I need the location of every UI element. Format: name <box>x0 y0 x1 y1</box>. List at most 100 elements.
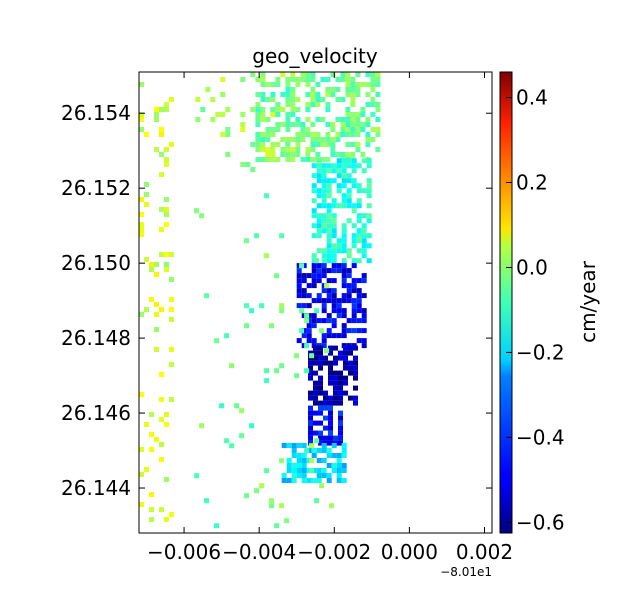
velocity-pixel <box>356 188 362 194</box>
velocity-pixel <box>321 303 327 309</box>
velocity-pixel <box>365 102 371 107</box>
velocity-pixel <box>301 278 307 284</box>
velocity-pixel <box>169 397 174 402</box>
velocity-pixel <box>326 188 332 194</box>
velocity-pixel <box>308 410 313 416</box>
velocity-pixel <box>260 77 266 82</box>
y-tick-label: 26.154 <box>61 101 131 125</box>
velocity-pixel <box>330 87 336 92</box>
velocity-pixel <box>210 97 216 102</box>
velocity-pixel <box>350 142 356 147</box>
velocity-pixel <box>353 385 358 391</box>
velocity-pixel <box>260 142 266 147</box>
velocity-pixel <box>345 127 351 132</box>
velocity-pixel <box>331 168 337 174</box>
velocity-pixel <box>326 258 332 264</box>
velocity-pixel <box>306 338 312 344</box>
velocity-pixel <box>326 243 332 249</box>
velocity-pixel <box>331 178 337 184</box>
velocity-pixel <box>338 355 343 361</box>
velocity-pixel <box>350 97 356 102</box>
velocity-pixel <box>159 107 164 112</box>
velocity-pixel <box>309 443 315 449</box>
velocity-pixel <box>335 137 341 142</box>
velocity-pixel <box>323 415 328 421</box>
velocity-pixel <box>316 228 322 234</box>
velocity-pixel <box>149 262 154 267</box>
velocity-pixel <box>316 273 322 279</box>
velocity-pixel <box>336 463 342 468</box>
velocity-pixel <box>326 298 332 304</box>
velocity-pixel <box>310 92 316 97</box>
velocity-pixel <box>321 183 327 189</box>
velocity-pixel <box>336 243 342 249</box>
velocity-pixel <box>210 117 216 122</box>
velocity-pixel <box>355 82 361 87</box>
velocity-pixel <box>255 77 261 82</box>
velocity-pixel <box>356 298 362 304</box>
velocity-pixel <box>301 468 307 473</box>
velocity-pixel <box>280 147 286 152</box>
velocity-pixel <box>338 425 343 431</box>
y-tick-label: 26.148 <box>61 326 131 350</box>
velocity-pixel <box>139 227 144 232</box>
y-axis-ticks: 26.144 26.146 26.148 26.150 26.152 26.154 <box>61 101 492 500</box>
velocity-pixel <box>299 328 305 334</box>
velocity-pixel <box>325 132 331 137</box>
velocity-pixel <box>265 127 271 132</box>
velocity-pixel <box>331 218 337 224</box>
y-tick-label: 26.150 <box>61 251 131 275</box>
velocity-pixel <box>338 390 343 396</box>
velocity-pixel <box>164 107 169 112</box>
velocity-pixel <box>321 268 327 274</box>
velocity-pixel <box>370 87 376 92</box>
velocity-pixel <box>154 107 159 112</box>
velocity-pixel <box>360 107 366 112</box>
velocity-pixel <box>195 97 201 102</box>
velocity-pixel <box>375 107 381 112</box>
velocity-pixel <box>164 197 169 202</box>
velocity-pixel <box>361 233 367 239</box>
velocity-pixel <box>279 503 285 509</box>
velocity-pixel <box>346 173 352 179</box>
velocity-pixel <box>275 77 281 82</box>
velocity-pixel <box>279 308 285 314</box>
velocity-pixel <box>204 498 210 504</box>
velocity-pixel <box>333 435 338 441</box>
velocity-pixel <box>333 370 338 376</box>
velocity-pixel <box>260 92 266 97</box>
velocity-pixel <box>308 425 313 431</box>
velocity-pixel <box>311 283 317 289</box>
velocity-pixel <box>269 498 275 504</box>
velocity-pixel <box>351 318 357 324</box>
velocity-pixel <box>316 223 322 229</box>
velocity-pixel <box>329 503 335 509</box>
velocity-pixel <box>305 127 311 132</box>
velocity-pixel <box>295 77 301 82</box>
velocity-pixel <box>154 302 159 307</box>
velocity-pixel <box>275 127 281 132</box>
velocity-pixel <box>315 137 321 142</box>
velocity-pixel <box>366 233 372 239</box>
velocity-pixel <box>351 208 357 214</box>
velocity-pixel <box>318 380 323 386</box>
velocity-pixel <box>270 92 276 97</box>
velocity-pixel <box>346 193 352 199</box>
velocity-pixel <box>355 142 361 147</box>
velocity-pixel <box>351 278 357 284</box>
velocity-pixel <box>164 147 169 152</box>
velocity-pixel <box>139 222 144 227</box>
velocity-pixel <box>305 157 311 162</box>
velocity-pixel <box>351 328 357 334</box>
velocity-pixel <box>144 182 149 187</box>
velocity-pixel <box>338 430 343 436</box>
velocity-pixel <box>355 87 361 92</box>
velocity-pixel <box>323 355 328 361</box>
velocity-pixel <box>149 412 154 417</box>
velocity-pixel <box>341 223 347 229</box>
velocity-pixel <box>240 122 246 127</box>
velocity-pixel <box>360 122 366 127</box>
velocity-pixel <box>326 288 332 294</box>
velocity-pixel <box>255 112 261 117</box>
velocity-pixel <box>285 157 291 162</box>
